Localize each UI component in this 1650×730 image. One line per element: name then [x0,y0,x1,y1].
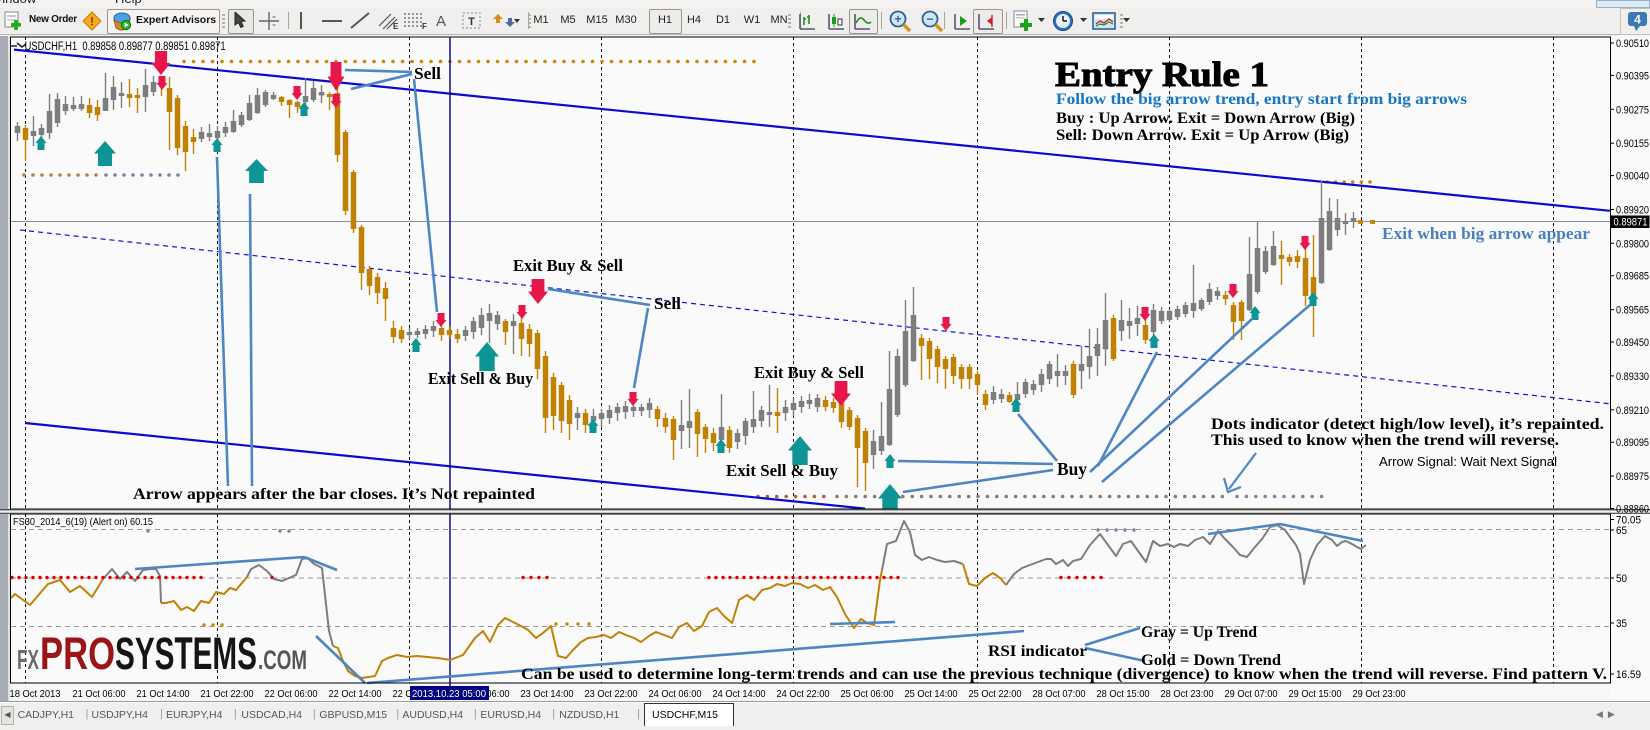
svg-text:Can be used to determine long-: Can be used to determine long-term trend… [521,666,1607,683]
svg-text:21 Oct 06:00: 21 Oct 06:00 [73,688,126,700]
svg-text:21 Oct 22:00: 21 Oct 22:00 [201,688,254,700]
svg-text:23 Oct 14:00: 23 Oct 14:00 [521,688,574,700]
svg-text:0.89920: 0.89920 [1616,205,1649,217]
svg-text:25 Oct 14:00: 25 Oct 14:00 [905,688,958,700]
svg-text:FS30_2014_6(19) (Alert on) 60.: FS30_2014_6(19) (Alert on) 60.15 [13,516,153,528]
svg-text:18 Oct 2013: 18 Oct 2013 [10,688,61,700]
svg-text:23 Oct 22:00: 23 Oct 22:00 [585,688,638,700]
svg-text:70.05: 70.05 [1616,515,1641,527]
svg-text:0.89685: 0.89685 [1616,271,1649,283]
svg-text:0.89330: 0.89330 [1616,371,1649,383]
svg-text:29 Oct 07:00: 29 Oct 07:00 [1225,688,1278,700]
svg-text:25 Oct 06:00: 25 Oct 06:00 [841,688,894,700]
svg-text:24 Oct 14:00: 24 Oct 14:00 [713,688,766,700]
svg-text:Arrow appears after the bar cl: Arrow appears after the bar closes. It’s… [133,486,535,503]
svg-text:Sell: Sell [414,64,441,83]
svg-text:SYSTEMS: SYSTEMS [115,628,257,679]
svg-text:0.89210: 0.89210 [1616,405,1649,417]
svg-text:29 Oct 23:00: 29 Oct 23:00 [1353,688,1406,700]
svg-text:Arrow Signal: Wait Next Signal: Arrow Signal: Wait Next Signal [1379,455,1557,469]
svg-text:0.90155: 0.90155 [1616,138,1649,150]
svg-text:Entry Rule 1: Entry Rule 1 [1055,55,1269,94]
svg-text:24 Oct 22:00: 24 Oct 22:00 [777,688,830,700]
svg-text:USDCHF,H1 0.89858 0.89877 0.8: USDCHF,H1 0.89858 0.89877 0.89851 0.8987… [25,41,226,53]
svg-text:0.90395: 0.90395 [1616,70,1649,82]
svg-text:Follow the big arrow trend, en: Follow the big arrow trend, entry start … [1056,91,1467,108]
svg-text:FX: FX [17,644,39,675]
svg-text:65: 65 [1616,525,1627,537]
svg-text:0.89871: 0.89871 [1614,217,1648,229]
svg-text:F: F [422,22,427,30]
svg-text:0.89095: 0.89095 [1616,437,1649,449]
svg-text:Sell: Sell [654,294,681,313]
svg-text:Buy : Up Arrow. Exit = Down Ar: Buy : Up Arrow. Exit = Down Arrow (Big) [1056,110,1355,127]
svg-text:16.59: 16.59 [1616,669,1641,681]
svg-text:Exit Buy & Sell: Exit Buy & Sell [513,256,623,275]
svg-text:Sell: Down Arrow. Exit = Up Ar: Sell: Down Arrow. Exit = Up Arrow (Big) [1056,127,1349,144]
svg-text:22 Oct 14:00: 22 Oct 14:00 [329,688,382,700]
svg-text:50: 50 [1616,573,1627,585]
svg-text:22 Oct 06:00: 22 Oct 06:00 [265,688,318,700]
svg-text:28 Oct 07:00: 28 Oct 07:00 [1033,688,1086,700]
svg-text:−: − [926,12,933,26]
svg-text:0.90510: 0.90510 [1616,38,1649,50]
svg-text:RSI indicator: RSI indicator [988,643,1087,660]
svg-text:2013.10.23 05:00: 2013.10.23 05:00 [412,688,486,700]
svg-text:Buy: Buy [1057,459,1087,479]
svg-text:0.88975: 0.88975 [1616,471,1649,483]
svg-text:Exit when big arrow appear: Exit when big arrow appear [1382,224,1590,243]
svg-text:29 Oct 15:00: 29 Oct 15:00 [1289,688,1342,700]
svg-text:+: + [894,12,901,26]
svg-text:0.89800: 0.89800 [1616,238,1649,250]
svg-text:24 Oct 06:00: 24 Oct 06:00 [649,688,702,700]
svg-text:0.89565: 0.89565 [1616,305,1649,317]
svg-text:0.89450: 0.89450 [1616,337,1649,349]
svg-text:PRO: PRO [40,628,115,679]
svg-text:E: E [393,22,399,30]
svg-text:T: T [468,16,475,28]
svg-text:35: 35 [1616,618,1627,630]
svg-text:Dots indicator (detect high/lo: Dots indicator (detect high/low level), … [1211,416,1604,433]
svg-text:Exit Buy & Sell: Exit Buy & Sell [754,363,864,382]
svg-text:0.88860: 0.88860 [1616,504,1649,516]
svg-text:!: ! [90,15,94,29]
svg-text:This used to know when the tre: This used to know when the trend will re… [1211,432,1559,449]
svg-text:Gold = Down Trend: Gold = Down Trend [1141,652,1281,669]
svg-text:21 Oct 14:00: 21 Oct 14:00 [137,688,190,700]
svg-text:0.90275: 0.90275 [1616,104,1649,116]
svg-text:25 Oct 22:00: 25 Oct 22:00 [969,688,1022,700]
svg-text:4: 4 [1634,13,1641,27]
svg-text:Exit Sell & Buy: Exit Sell & Buy [428,369,534,388]
svg-text:0.90040: 0.90040 [1616,171,1649,183]
svg-text:28 Oct 23:00: 28 Oct 23:00 [1161,688,1214,700]
svg-text:Exit Sell & Buy: Exit Sell & Buy [726,461,839,480]
svg-text:28 Oct 15:00: 28 Oct 15:00 [1097,688,1150,700]
svg-text:.COM: .COM [258,645,307,675]
svg-text:Gray = Up Trend: Gray = Up Trend [1141,624,1257,641]
